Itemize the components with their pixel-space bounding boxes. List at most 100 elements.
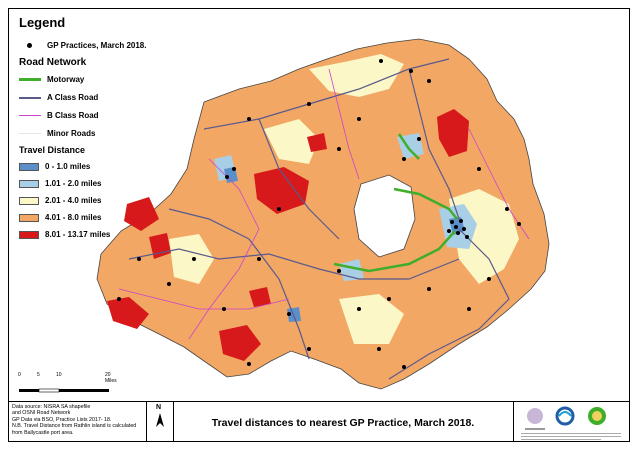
- gp-practice-dot: [402, 157, 406, 161]
- legend-band: 1.01 - 2.0 miles: [19, 179, 101, 188]
- minor-road-line-icon: [19, 133, 41, 134]
- source-line: and OSNI Road Network: [12, 410, 71, 417]
- legend-road-b: B Class Road: [19, 111, 99, 120]
- source-notes: Data source: NISRA SA shapefile and OSNI…: [9, 402, 147, 441]
- gp-practice-dot: [487, 277, 491, 281]
- legend-road-label: A Class Road: [47, 93, 99, 102]
- zone-2-4-centre: [264, 119, 319, 164]
- north-arrow-box: N: [147, 402, 174, 441]
- legend-road-label: Motorway: [47, 75, 85, 84]
- a-road: [388, 228, 510, 380]
- source-line: Data source: NISRA SA shapefile: [12, 404, 91, 410]
- legend-gp-practices: GP Practices, March 2018.: [19, 41, 146, 50]
- northern-ireland-land: [96, 38, 550, 390]
- legend-band-label: 2.01 - 4.0 miles: [45, 196, 102, 205]
- gp-practice-dot: [225, 175, 229, 179]
- north-arrow-icon: [156, 413, 164, 427]
- gp-practice-dot: [456, 231, 460, 235]
- scale-bar-graphic: [19, 388, 109, 393]
- motorway-m22: [397, 133, 420, 160]
- zone-8-13-west: [124, 197, 159, 231]
- gp-practice-dot: [307, 347, 311, 351]
- gp-practices: [117, 59, 521, 369]
- scale-label: 5: [37, 372, 40, 378]
- gp-practice-dot: [247, 117, 251, 121]
- zone-8-13-coast: [307, 133, 327, 152]
- logos-area: [513, 402, 629, 441]
- gp-practice-dot: [505, 207, 509, 211]
- zone-8-13-fermanagh: [107, 297, 149, 329]
- gp-practice-dot: [477, 167, 481, 171]
- gp-practice-dot: [257, 257, 261, 261]
- scale-label: 20 Miles: [105, 372, 117, 384]
- motorway-m1: [333, 230, 456, 273]
- zone-8-13-sperrins: [254, 167, 309, 214]
- legend-gp-label: GP Practices, March 2018.: [47, 41, 147, 50]
- b-road: [188, 158, 260, 340]
- scale-label: 10: [56, 372, 62, 378]
- legend-band-label: 0 - 1.0 miles: [45, 162, 91, 171]
- gp-practice-dot: [454, 225, 458, 229]
- gp-practice-dot: [277, 207, 281, 211]
- gp-practice-dot: [427, 79, 431, 83]
- gp-practice-dot: [409, 69, 413, 73]
- motorway-line-icon: [19, 78, 41, 81]
- north-label: N: [156, 404, 162, 411]
- road-network: [118, 58, 530, 380]
- motorway-m2: [393, 187, 458, 220]
- source-line: GP Data via BSO, Practice Lists 2017- 18…: [12, 416, 112, 423]
- gp-practice-dot: [387, 297, 391, 301]
- b-road: [118, 288, 290, 310]
- gp-practice-dot: [450, 220, 454, 224]
- gp-practice-dot: [337, 147, 341, 151]
- b-road-line-icon: [19, 115, 41, 116]
- scale-bar: 0 5 10 20 Miles: [18, 372, 119, 399]
- b-road: [328, 68, 360, 180]
- gp-practice-dot: [337, 269, 341, 273]
- gp-dot-icon: [27, 43, 32, 48]
- travel-distance-areas: [96, 38, 550, 390]
- legend-road-network-title: Road Network: [19, 57, 87, 68]
- map-title: Travel distances to nearest GP Practice,…: [173, 402, 514, 441]
- band-swatch: [19, 179, 39, 188]
- zone-8-13-small: [249, 287, 271, 307]
- gp-practice-dot: [417, 137, 421, 141]
- gp-practice-dot: [307, 102, 311, 106]
- a-road: [128, 248, 460, 280]
- legend-road-a: A Class Road: [19, 93, 98, 102]
- band-swatch: [19, 230, 39, 239]
- zone-8-13-south: [219, 325, 261, 361]
- legend-travel-distance-title: Travel Distance: [19, 145, 86, 155]
- lough-neagh: [353, 174, 416, 258]
- gp-practice-dot: [117, 297, 121, 301]
- gp-practice-dot: [427, 287, 431, 291]
- logos-icon: [521, 406, 621, 440]
- legend-road-label: Minor Roads: [47, 129, 96, 138]
- gp-practice-dot: [167, 282, 171, 286]
- map-canvas: [96, 38, 550, 390]
- gp-practice-dot: [462, 227, 466, 231]
- legend-title: Legend: [19, 15, 66, 30]
- gp-practice-dot: [447, 229, 451, 233]
- zone-2-4-north: [309, 54, 404, 97]
- legend-band: 0 - 1.0 miles: [19, 162, 90, 171]
- bottom-info-bar: Data source: NISRA SA shapefile and OSNI…: [9, 401, 629, 441]
- gp-practice-dot: [287, 312, 291, 316]
- scale-label: 0: [18, 372, 21, 378]
- source-line: from Ballycastle port area.: [12, 429, 74, 436]
- gp-practice-dot: [467, 307, 471, 311]
- gp-practice-dot: [192, 257, 196, 261]
- gp-practice-dot: [402, 365, 406, 369]
- a-road: [168, 208, 310, 360]
- zone-0-1-west: [224, 167, 238, 183]
- source-line: N.B. Travel Distance from Rathlin island…: [12, 423, 137, 430]
- legend-band: 4.01 - 8.0 miles: [19, 213, 101, 222]
- zone-2-4-south: [339, 294, 404, 344]
- gp-practice-dot: [379, 59, 383, 63]
- gp-practice-dot: [517, 222, 521, 226]
- gp-practice-dot: [357, 117, 361, 121]
- band-swatch: [19, 196, 39, 205]
- legend-road-label: B Class Road: [47, 111, 99, 120]
- gp-practice-dot: [465, 235, 469, 239]
- legend-band-label: 8.01 - 13.17 miles: [45, 230, 111, 239]
